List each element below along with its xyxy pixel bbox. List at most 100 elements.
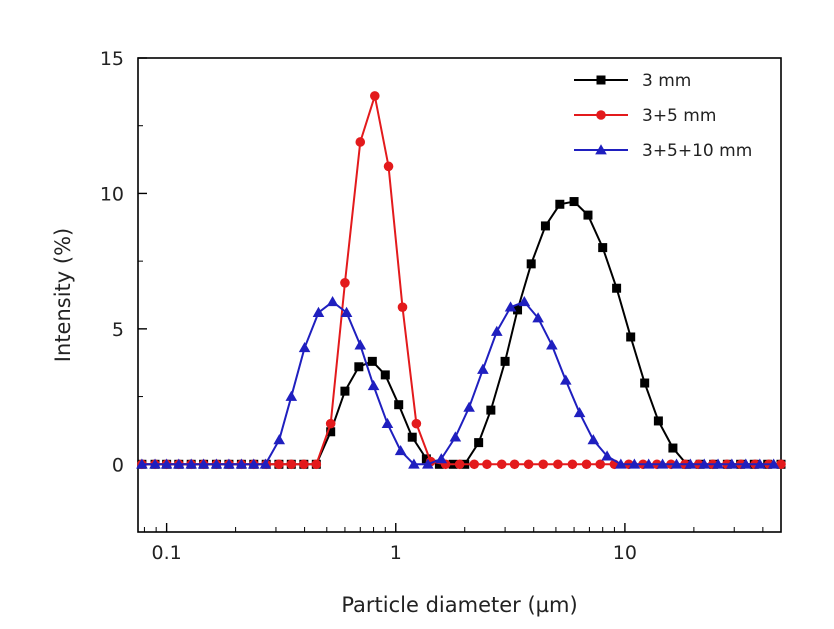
chart-plot-area	[136, 91, 786, 470]
data-point	[754, 458, 766, 469]
data-point	[247, 458, 260, 469]
data-point	[628, 458, 641, 469]
data-point	[286, 459, 297, 470]
data-point	[397, 302, 408, 312]
plot-frame	[137, 57, 782, 533]
data-point	[504, 301, 517, 312]
data-point	[726, 458, 738, 469]
data-point	[354, 362, 364, 372]
legend-item: 3+5+10 mm	[574, 141, 752, 161]
data-point	[684, 458, 697, 469]
data-point	[354, 339, 367, 350]
data-point	[640, 378, 650, 388]
data-point	[486, 405, 496, 415]
data-point	[776, 459, 786, 470]
data-point	[595, 459, 605, 470]
x-tick-label: 0.1	[152, 542, 182, 564]
legend-label: 3+5 mm	[642, 106, 716, 126]
y-tick-label: 0	[112, 454, 124, 476]
data-point	[555, 199, 565, 209]
data-point	[615, 458, 627, 469]
data-point	[394, 400, 404, 410]
data-point	[496, 459, 507, 470]
data-point	[526, 259, 536, 269]
data-point	[523, 459, 534, 470]
data-point	[407, 432, 417, 442]
y-tick-label: 5	[112, 319, 124, 341]
data-point	[149, 458, 161, 469]
data-point	[380, 370, 390, 380]
data-point	[311, 459, 322, 470]
data-point	[540, 221, 550, 231]
data-point	[340, 278, 350, 288]
data-point	[553, 459, 563, 470]
x-tick-label: 1	[390, 542, 402, 564]
legend-label: 3+5+10 mm	[642, 141, 752, 161]
data-point	[394, 444, 407, 456]
legend-label: 3 mm	[642, 71, 691, 91]
data-point	[656, 458, 669, 469]
data-point	[299, 459, 309, 470]
data-point	[482, 459, 492, 470]
data-point	[740, 458, 752, 469]
data-point	[259, 458, 272, 469]
data-point	[369, 91, 380, 101]
data-point	[569, 197, 579, 207]
data-point	[273, 434, 286, 445]
data-point	[653, 416, 663, 426]
data-point	[383, 161, 394, 172]
data-point	[598, 243, 608, 253]
data-point	[298, 342, 311, 353]
data-point	[698, 458, 711, 469]
data-point	[285, 390, 298, 401]
data-point	[312, 306, 325, 317]
data-point	[559, 374, 572, 385]
data-point	[670, 458, 683, 469]
data-point	[449, 431, 462, 442]
data-point	[210, 458, 223, 469]
series-square	[137, 197, 786, 469]
data-point	[538, 459, 549, 470]
data-point	[581, 459, 592, 470]
data-point	[518, 295, 531, 307]
chart-axes: 0.1 1 10 0 5 10 15 Particle diameter (µm) Intens…	[51, 48, 782, 617]
chart-legend: 3 mm 3+5 mm 3+5+10 mm	[574, 71, 752, 161]
data-point	[532, 312, 544, 323]
data-point	[573, 407, 586, 418]
legend-marker	[596, 110, 606, 120]
data-point	[355, 137, 366, 147]
data-point	[422, 458, 434, 469]
data-point	[567, 459, 578, 470]
data-point	[712, 458, 724, 469]
data-point	[668, 443, 678, 453]
data-point	[326, 427, 336, 437]
data-point	[274, 459, 284, 470]
data-point	[454, 459, 465, 470]
data-point	[583, 210, 593, 220]
data-point	[411, 418, 422, 429]
data-point	[626, 332, 636, 342]
data-point	[381, 417, 394, 429]
data-point	[490, 325, 503, 336]
x-tick-label: 10	[613, 542, 637, 564]
data-point	[477, 363, 489, 374]
data-point	[172, 458, 185, 469]
data-point	[136, 458, 148, 469]
data-point	[435, 453, 448, 464]
x-axis-title: Particle diameter (µm)	[341, 593, 577, 617]
data-point	[767, 458, 780, 469]
data-point	[197, 458, 210, 469]
series-triangle	[136, 295, 780, 469]
data-point	[235, 458, 248, 469]
data-point	[326, 295, 339, 307]
legend-item: 3+5 mm	[574, 106, 716, 126]
legend-marker	[595, 144, 607, 155]
data-point	[587, 434, 600, 445]
data-point	[434, 459, 444, 469]
data-point	[612, 283, 622, 293]
data-point	[500, 356, 510, 366]
data-point	[509, 459, 520, 470]
data-point	[408, 458, 420, 469]
data-point	[546, 339, 558, 350]
